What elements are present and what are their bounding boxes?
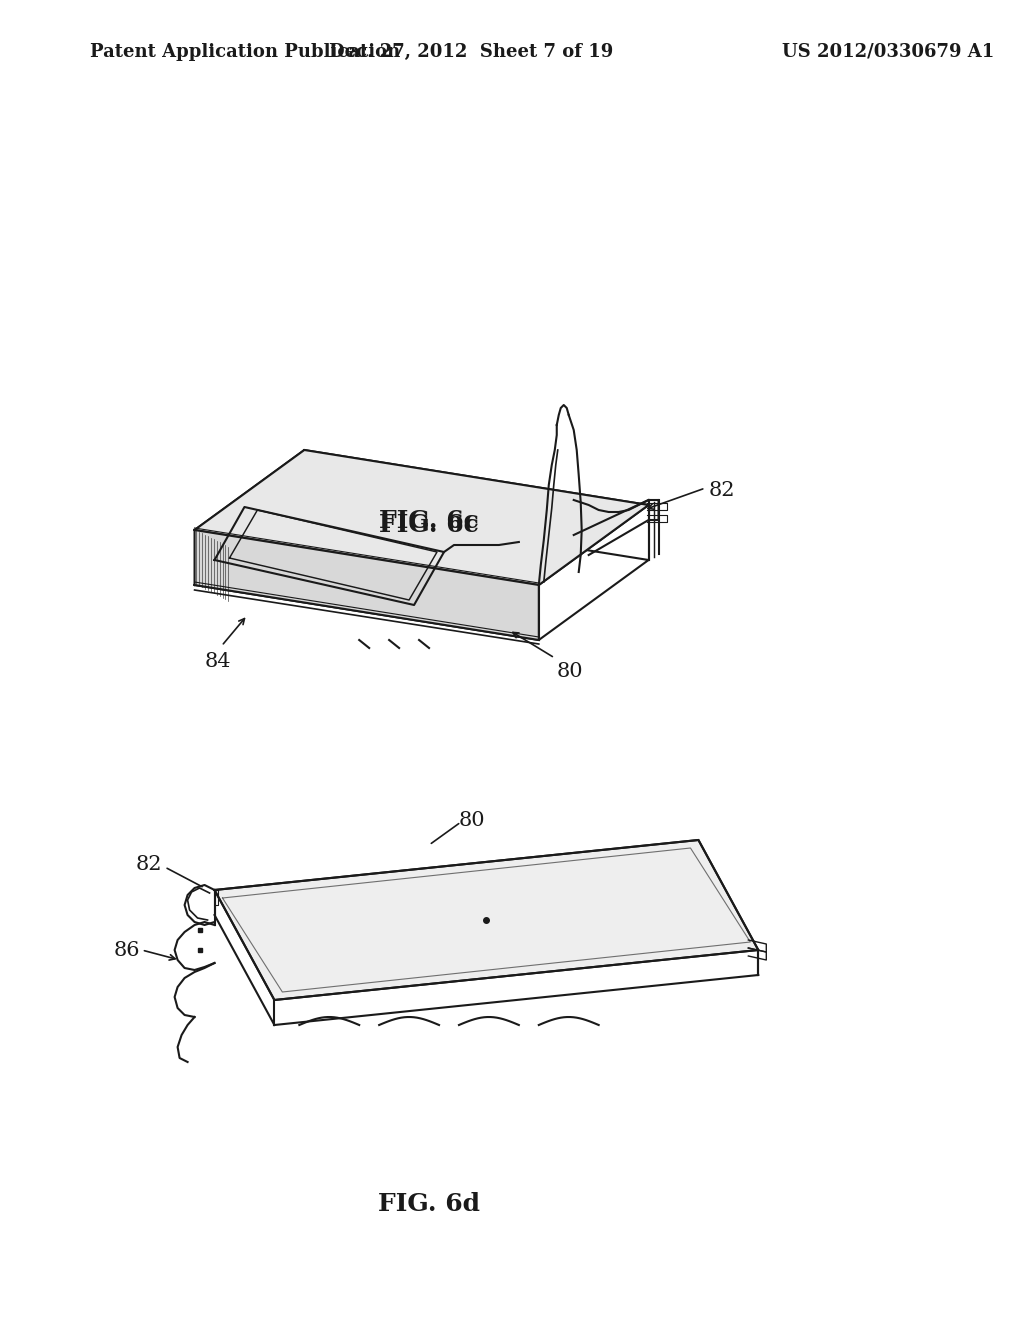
- Text: FIG. 6c: FIG. 6c: [379, 513, 479, 537]
- Text: US 2012/0330679 A1: US 2012/0330679 A1: [782, 44, 994, 61]
- Text: FIG. 6c: FIG. 6c: [379, 510, 479, 533]
- Text: FIG. 6d: FIG. 6d: [378, 1192, 480, 1216]
- Text: 80: 80: [557, 663, 584, 681]
- Text: Dec. 27, 2012  Sheet 7 of 19: Dec. 27, 2012 Sheet 7 of 19: [329, 44, 613, 61]
- Text: 86: 86: [114, 940, 139, 960]
- Polygon shape: [195, 531, 539, 640]
- Polygon shape: [195, 450, 648, 585]
- Text: 82: 82: [135, 855, 162, 874]
- Text: 82: 82: [709, 480, 735, 499]
- Text: Patent Application Publication: Patent Application Publication: [90, 44, 400, 61]
- Text: 84: 84: [204, 652, 230, 671]
- Text: 80: 80: [459, 810, 485, 829]
- Polygon shape: [214, 840, 759, 1001]
